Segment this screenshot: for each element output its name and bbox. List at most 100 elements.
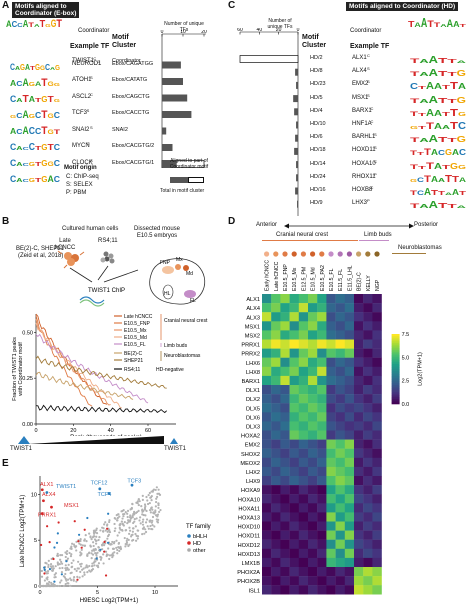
panel-d-heat-cell [289, 421, 299, 431]
panel-d-heat-cell [326, 457, 336, 468]
panel-e-point [131, 516, 134, 519]
panel-d-heat-cell [326, 421, 336, 431]
panel-c-bar [296, 174, 298, 182]
panel-d-heat-cell [308, 448, 318, 458]
panel-e-point [96, 551, 99, 554]
panel-d-row-label: PHOX2A [237, 570, 260, 576]
panel-d-colorbar-tick: 7.5 [402, 332, 410, 338]
panel-c-motif-logo: T A A TTA [410, 55, 466, 63]
panel-d-heat-cell [326, 294, 336, 304]
panel-d-heat-cell [262, 585, 272, 595]
panel-e-point [93, 549, 96, 552]
panel-a-row-sup: C [93, 56, 97, 61]
panel-d-heat-cell [363, 439, 373, 449]
panel-d-heat-cell [363, 557, 373, 568]
panel-d-heat-cell [262, 312, 272, 322]
panel-e-point [156, 520, 159, 523]
panel-c-title: Motifs aligned to Coordinator (HD) [346, 2, 459, 11]
panel-e-point [56, 563, 60, 566]
panel-c-bar [293, 95, 298, 103]
panel-d-heat-cell [354, 294, 364, 304]
panel-d-heat-cell [308, 521, 318, 531]
panel-d-colorbar-tick: 5.0 [402, 355, 410, 361]
panel-d-heat-cell [363, 312, 373, 322]
panel-d-heat-cell [262, 557, 272, 568]
panel-d-heat-cell [344, 321, 355, 331]
panel-d-colorbar-segment [391, 383, 400, 386]
motif-letter: T [427, 19, 434, 27]
panel-d-heat-cell [335, 394, 345, 404]
panel-d-heat-cell [326, 385, 336, 395]
panel-d-heat-cell [280, 557, 290, 568]
panel-d-heat-cell [280, 303, 290, 313]
motif-letter: A [434, 122, 443, 129]
panel-d-heat-cell [280, 339, 290, 349]
panel-e-point [88, 532, 91, 535]
panel-d-heat-cell [326, 567, 336, 577]
panel-e-point [154, 505, 157, 508]
motif-letter: A [459, 177, 466, 182]
panel-d-heat-cell [289, 476, 299, 486]
panel-c-bar [296, 81, 298, 89]
panel-d-heat-cell [344, 366, 355, 377]
panel-d-heat-cell [280, 576, 290, 586]
panel-e-highlight-hd [50, 505, 53, 509]
panel-e-point [113, 529, 116, 533]
panel-b-series-line [35, 355, 167, 389]
panel-b-legend-label: Late hCNCC [124, 314, 153, 320]
panel-d-heat-cell [363, 403, 373, 413]
panel-d-heat-cell [289, 539, 299, 549]
motif-letter: T [410, 58, 419, 63]
panel-a-row-cluster: Ebox/CAGATGG [112, 60, 154, 67]
panel-e-point [69, 577, 72, 580]
panel-e-point [144, 505, 147, 508]
panel-a-bar-chart: 0 10 20 [161, 30, 207, 168]
motif-letter: A [419, 59, 429, 63]
panel-d-heat-cell [354, 303, 364, 313]
motif-letter: T [447, 59, 459, 63]
motif-letter: T [410, 137, 419, 142]
motif-letter: T [28, 22, 34, 27]
panel-d-colorbar-segment [391, 374, 400, 377]
panel-d-heat-cell [289, 503, 299, 513]
panel-d-heat-cell [298, 521, 309, 531]
panel-b-group-nb: Neuroblastomas [164, 353, 201, 359]
panel-d-heat-cell [326, 521, 336, 531]
motif-letter: T [452, 175, 459, 182]
panel-e-point [154, 510, 157, 514]
panel-d-heat-cell [271, 567, 281, 577]
panel-d-heat-cell [262, 485, 272, 495]
panel-d-heat-cell [262, 412, 272, 422]
panel-e-point [116, 548, 119, 552]
panel-b-x-tick-label: 40 [108, 428, 114, 434]
motif-letter: A [419, 99, 429, 103]
panel-d-row-label: ALX3 [246, 315, 260, 321]
motif-letter: A [10, 127, 17, 134]
motif-letter: C [35, 127, 42, 134]
motif-letter: T [438, 70, 449, 76]
panel-d-heat-cell [317, 567, 327, 577]
panel-d-heat-cell [326, 476, 336, 486]
panel-d-anterior: Anterior [256, 222, 278, 228]
panel-e-point [118, 526, 121, 530]
panel-d-sample-dot [374, 251, 380, 257]
panel-d-colorbar-segment [391, 400, 400, 403]
panel-e-point [49, 565, 53, 568]
panel-d-row-label: SHOX2 [241, 452, 260, 458]
panel-d-colorbar-segment [391, 351, 400, 354]
panel-d-heat-cell [271, 412, 281, 422]
panel-e-point [61, 566, 64, 570]
motif-letter: C [10, 142, 17, 150]
panel-e-point [106, 530, 109, 533]
panel-d-heat-cell [298, 557, 309, 568]
panel-e-point [147, 527, 150, 530]
panel-e-point [53, 573, 56, 576]
panel-d-heat-cell [317, 512, 327, 522]
panel-a-legend-total: Total in motif cluster [160, 188, 205, 194]
panel-d-heat-cell [372, 494, 382, 504]
panel-e-point [118, 531, 121, 534]
panel-e-point [154, 500, 158, 504]
panel-e-point-family [77, 533, 81, 536]
motif-letter: A [16, 178, 22, 182]
